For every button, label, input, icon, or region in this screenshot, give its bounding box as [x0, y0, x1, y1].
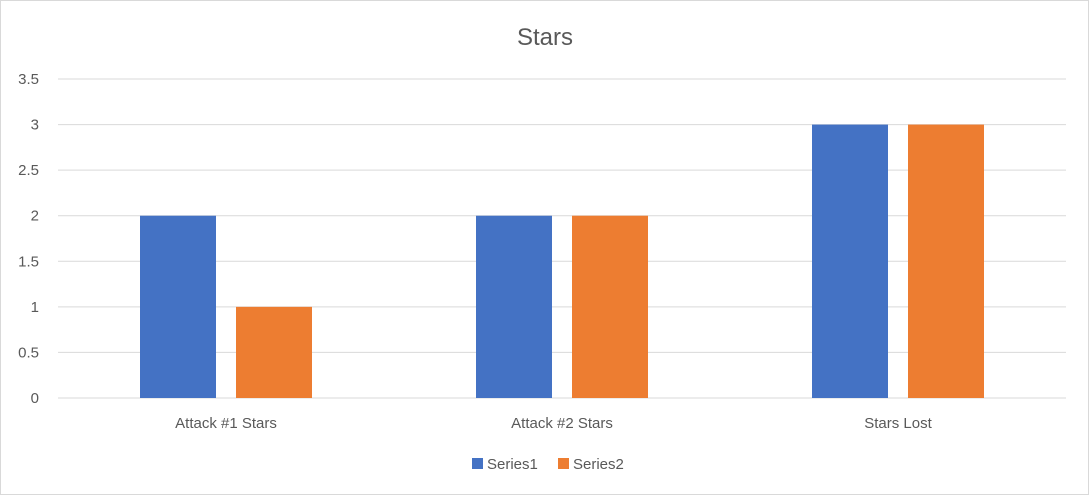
x-axis-labels: Attack #1 Stars Attack #2 Stars Stars Lost: [175, 415, 932, 432]
legend-label-series2: Series2: [573, 456, 624, 473]
x-category-label: Attack #2 Stars: [511, 415, 613, 432]
bar-series1-1: [476, 215, 552, 398]
bar-series2-1: [572, 215, 648, 398]
bar-series2-0: [236, 306, 312, 398]
y-tick-label: 3.5: [18, 71, 39, 88]
bar-series1-0: [140, 215, 216, 398]
x-category-label: Stars Lost: [864, 415, 932, 432]
y-tick-label: 1: [31, 299, 39, 316]
y-tick-label: 2.5: [18, 162, 39, 179]
y-tick-label: 0: [31, 390, 39, 407]
y-tick-label: 3: [31, 117, 39, 134]
y-tick-label: 2: [31, 208, 39, 225]
y-tick-label: 0.5: [18, 344, 39, 361]
bars: [140, 124, 984, 399]
legend-swatch-series2: [558, 458, 569, 469]
legend-swatch-series1: [472, 458, 483, 469]
gridlines: [58, 78, 1066, 399]
x-category-label: Attack #1 Stars: [175, 415, 277, 432]
chart-title: Stars: [517, 24, 573, 51]
y-axis-ticks: 0 0.5 1 1.5 2 2.5 3 3.5: [18, 71, 39, 407]
legend-label-series1: Series1: [487, 456, 538, 473]
bar-series1-2: [812, 124, 888, 399]
y-tick-label: 1.5: [18, 253, 39, 270]
legend: Series1 Series2: [472, 456, 624, 473]
bar-series2-2: [908, 124, 984, 399]
